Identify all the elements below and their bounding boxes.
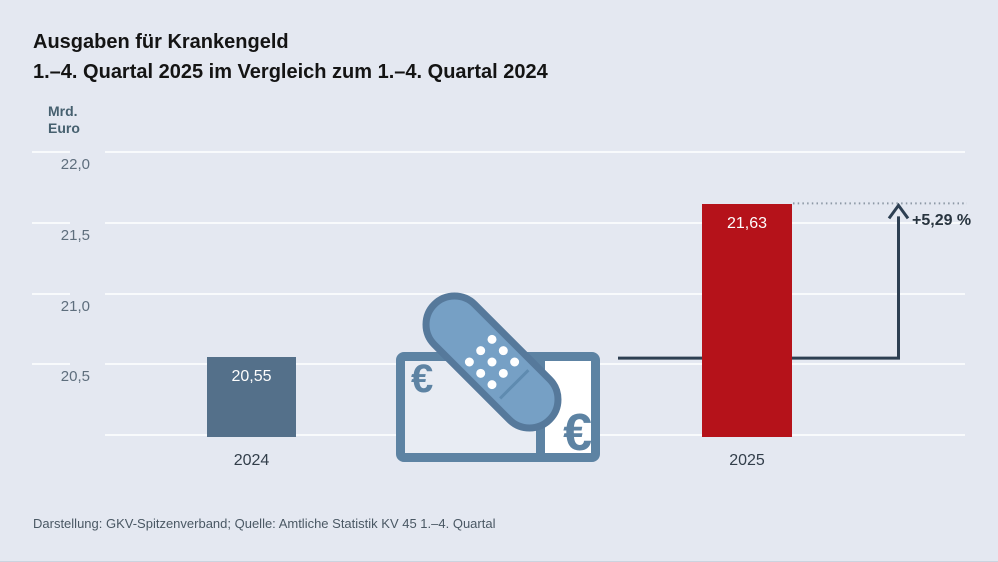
gridline	[105, 151, 965, 153]
y-tick-segment	[32, 363, 70, 366]
category-label-2025: 2025	[729, 452, 765, 469]
y-tick-label: 21,5	[60, 226, 90, 244]
gridline	[105, 221, 965, 224]
y-tick-label: 20,5	[60, 368, 90, 386]
y-tick-label: 21,0	[60, 297, 90, 315]
y-axis-unit-line2: Euro	[48, 120, 80, 136]
y-tick-label: 22,0	[60, 156, 90, 173]
bar-2024: 20,55	[207, 357, 296, 437]
y-axis-unit-line1: Mrd.	[48, 103, 78, 119]
gridline	[105, 292, 965, 295]
chart-subtitle: 1.–4. Quartal 2025 im Vergleich zum 1.–4…	[33, 61, 548, 83]
y-axis-unit-label: Mrd. Euro	[48, 103, 80, 137]
source-note: Darstellung: GKV-Spitzenverband; Quelle:…	[33, 516, 496, 531]
bar-2025: 21,63	[702, 204, 792, 437]
chart-title-block: Ausgaben für Krankengeld 1.–4. Quartal 2…	[33, 27, 548, 87]
chart-title: Ausgaben für Krankengeld	[33, 31, 289, 53]
category-label-2024: 2024	[233, 452, 270, 469]
y-tick-segment	[32, 292, 70, 295]
y-tick-segment	[32, 221, 70, 224]
bar-value-label: 21,63	[726, 215, 768, 233]
percent-change-label: +5,29 %	[912, 212, 972, 230]
euro-symbol-large: €	[563, 404, 592, 462]
arrowhead	[887, 202, 910, 220]
y-tick-segment	[32, 151, 70, 153]
euro-symbol-small: €	[411, 357, 434, 401]
bar-value-label: 20,55	[231, 368, 272, 386]
banknote-bandaid-icon: € €	[396, 279, 600, 462]
